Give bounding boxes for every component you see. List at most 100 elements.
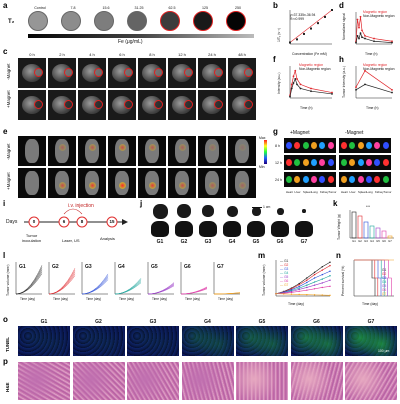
data-point bbox=[364, 37, 366, 40]
fluorescence-image bbox=[138, 168, 166, 198]
tunel-image bbox=[181, 326, 234, 356]
data-point bbox=[361, 29, 363, 32]
tumor-roi bbox=[244, 100, 253, 109]
group-title: G2 bbox=[52, 264, 59, 270]
group-label: G5 bbox=[252, 239, 260, 245]
chart-m bbox=[275, 260, 331, 297]
organ bbox=[294, 159, 301, 166]
organ-image bbox=[284, 138, 336, 153]
legend-entry: G1 bbox=[382, 268, 387, 272]
data-point bbox=[298, 282, 300, 285]
x-axis-label: Time (day) bbox=[20, 297, 35, 301]
tunel-image bbox=[236, 326, 288, 356]
series-line bbox=[275, 279, 331, 295]
tunel-image bbox=[127, 326, 179, 356]
b-equation: y=37.335x-36.94 bbox=[290, 13, 316, 17]
data-point bbox=[303, 32, 305, 35]
fluorescence-signal bbox=[239, 182, 246, 189]
data-point bbox=[306, 286, 308, 289]
day-marker bbox=[106, 216, 118, 228]
mouse-silhouette bbox=[55, 139, 69, 163]
excised-tumor bbox=[276, 207, 284, 215]
timeline-arrow bbox=[122, 219, 128, 225]
fluorescence-signal bbox=[59, 182, 66, 189]
organ bbox=[357, 159, 364, 166]
o-row-label: TUNEL bbox=[5, 337, 10, 352]
panel-label-o: o bbox=[3, 315, 8, 324]
data-point bbox=[331, 93, 333, 95]
tumor-roi bbox=[124, 100, 133, 109]
data-point bbox=[321, 294, 323, 296]
organ bbox=[365, 176, 372, 183]
chart-d bbox=[355, 12, 393, 45]
series-line bbox=[355, 16, 393, 42]
chart-l: G1 Time (day) G2 Time (day) G3 Time (day) G4 Ti… bbox=[15, 262, 241, 301]
tumor-roi bbox=[214, 100, 223, 109]
organ bbox=[286, 142, 292, 149]
mouse-silhouette bbox=[25, 171, 39, 195]
organ-label: Spleen bbox=[303, 190, 312, 194]
day-number: 6 bbox=[62, 219, 66, 224]
data-point bbox=[299, 87, 302, 90]
d-legend-2: Non-Magnetic region bbox=[363, 14, 395, 18]
data-point bbox=[306, 289, 308, 291]
tunel-image bbox=[72, 326, 125, 356]
organ-label: Tumor bbox=[383, 190, 392, 194]
excised-tumor bbox=[302, 209, 306, 213]
panel-label-f: f bbox=[273, 55, 276, 64]
panel-label-p: p bbox=[3, 357, 8, 366]
group-title: G4 bbox=[118, 264, 125, 270]
e-row-label-minus: -Magnet bbox=[6, 143, 11, 160]
x-axis-label: Time (day) bbox=[86, 297, 101, 301]
fluorescence-image bbox=[48, 136, 76, 166]
x-axis-label: Time (day) bbox=[53, 297, 68, 301]
chart-n bbox=[353, 259, 394, 297]
tumor-roi bbox=[154, 100, 163, 109]
series-line bbox=[275, 275, 331, 295]
data-point bbox=[321, 269, 323, 271]
data-point bbox=[358, 26, 360, 29]
mouse-silhouette bbox=[205, 139, 219, 163]
data-point bbox=[358, 37, 360, 40]
organ-label: Kidney bbox=[375, 190, 384, 194]
category-label: G2 bbox=[358, 239, 362, 243]
day-marker bbox=[76, 216, 88, 228]
excised-tumor bbox=[152, 203, 168, 219]
mri-image bbox=[138, 90, 166, 120]
mri-image bbox=[18, 58, 46, 88]
organ bbox=[382, 159, 389, 166]
k-y-label: Tumor Weight (g) bbox=[337, 213, 341, 240]
organ bbox=[319, 159, 326, 166]
tumor-roi bbox=[154, 68, 163, 77]
data-point bbox=[321, 273, 323, 276]
mouse-growth-curve bbox=[81, 275, 109, 295]
mri-image bbox=[78, 90, 106, 120]
category-label: G6 bbox=[382, 239, 386, 243]
legend-entry: G7 bbox=[382, 292, 387, 296]
data-point bbox=[321, 278, 323, 280]
data-point bbox=[313, 277, 316, 279]
day-marker bbox=[28, 216, 40, 228]
c-timepoint: 24 h bbox=[208, 52, 216, 57]
x-axis-label: Time (day) bbox=[218, 297, 233, 301]
h-legend-2: Non-Magnetic region bbox=[363, 67, 395, 71]
mouse-silhouette bbox=[175, 139, 189, 163]
m-x-label: Time (day) bbox=[288, 302, 305, 306]
data-point bbox=[331, 9, 333, 11]
data-point bbox=[356, 34, 359, 37]
legend-entry: — G1 bbox=[280, 259, 289, 263]
organ-label: Tumor bbox=[328, 190, 337, 194]
data-point bbox=[313, 294, 316, 296]
f-legend-1: Magnetic region bbox=[299, 63, 324, 67]
group-title: G6 bbox=[184, 264, 191, 270]
fe-gradient-bar bbox=[28, 34, 254, 38]
panel-label-b: b bbox=[273, 1, 278, 10]
data-point bbox=[391, 41, 393, 44]
category-label: G5 bbox=[376, 239, 380, 243]
data-point bbox=[373, 40, 375, 43]
chart-f bbox=[289, 66, 333, 99]
organ bbox=[319, 142, 326, 149]
mouse bbox=[175, 221, 193, 237]
fluorescence-signal bbox=[239, 144, 246, 151]
tumor-roi bbox=[34, 68, 43, 77]
